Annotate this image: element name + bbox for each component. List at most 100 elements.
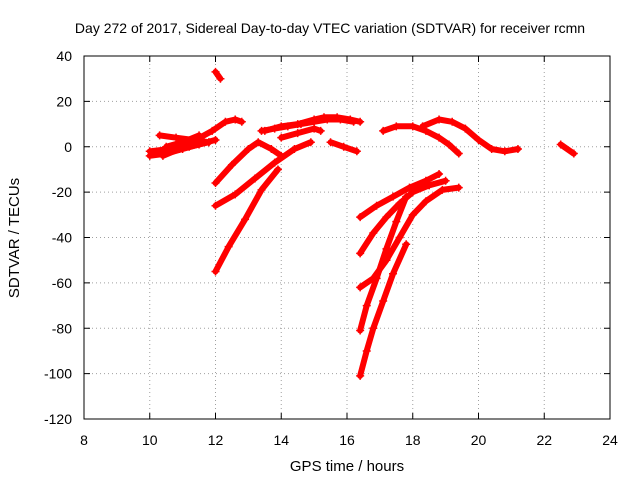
series-arc-9 — [211, 165, 282, 276]
data-point-marker — [487, 145, 496, 154]
data-point-marker — [454, 149, 463, 158]
series-band — [357, 184, 462, 291]
data-point-marker — [372, 274, 381, 283]
x-tick-label: 22 — [536, 432, 552, 448]
data-point-marker — [421, 197, 430, 206]
y-tick-label: -60 — [52, 275, 72, 291]
data-point-marker — [195, 131, 204, 140]
series-arc-12 — [277, 124, 325, 142]
data-point-marker — [270, 158, 279, 167]
data-point-marker — [277, 122, 286, 131]
data-point-marker — [474, 135, 483, 144]
x-tick-label: 14 — [273, 432, 289, 448]
series-arc-11 — [260, 113, 365, 135]
data-point-marker — [250, 174, 259, 183]
data-point-marker — [293, 129, 302, 138]
data-point-marker — [221, 117, 230, 126]
series-band — [278, 125, 324, 141]
data-point-marker — [352, 147, 361, 156]
data-point-marker — [382, 213, 391, 222]
x-tick-label: 8 — [80, 432, 88, 448]
data-point-marker — [425, 181, 434, 190]
series-band — [212, 68, 224, 82]
data-point-marker — [421, 126, 430, 135]
y-axis-label: SDTVAR / TECUs — [6, 178, 23, 298]
y-tick-label: -100 — [44, 366, 72, 382]
data-point-marker — [382, 244, 391, 253]
data-point-marker — [211, 67, 220, 76]
data-point-marker — [389, 192, 398, 201]
data-point-marker — [356, 371, 365, 380]
data-point-marker — [438, 185, 447, 194]
data-point-marker — [441, 176, 450, 185]
data-point-marker — [216, 74, 225, 83]
data-point-marker — [435, 133, 444, 142]
series-arc-5 — [162, 131, 204, 151]
data-point-marker — [277, 133, 286, 142]
data-point-marker — [310, 115, 319, 124]
data-point-marker — [155, 131, 164, 140]
data-point-marker — [356, 249, 365, 258]
data-point-marker — [306, 138, 315, 147]
series-arc-8 — [211, 138, 315, 210]
series-arc-16 — [556, 140, 578, 158]
y-tick-labels: -120 -100 -80 -60 -40 -20 0 20 40 — [44, 48, 72, 427]
data-point-marker — [362, 301, 371, 310]
x-tick-labels: 8 10 12 14 16 18 20 22 24 — [80, 432, 618, 448]
series-arc-13 — [326, 138, 361, 156]
data-point-marker — [326, 138, 335, 147]
data-point-marker — [290, 145, 299, 154]
data-point-marker — [158, 151, 167, 160]
data-point-marker — [356, 283, 365, 292]
data-point-marker — [379, 297, 388, 306]
data-point-marker — [211, 179, 220, 188]
data-point-marker — [237, 117, 246, 126]
data-point-marker — [454, 183, 463, 192]
data-point-marker — [333, 113, 342, 122]
data-point-marker — [356, 213, 365, 222]
series-arc-18 — [356, 176, 450, 258]
series-band — [357, 171, 443, 221]
data-point-marker — [389, 269, 398, 278]
series-band — [380, 123, 462, 157]
data-point-marker — [293, 120, 302, 129]
x-tick-label: 16 — [339, 432, 355, 448]
y-tick-label: 0 — [64, 139, 72, 155]
data-point-marker — [316, 126, 325, 135]
data-point-marker — [408, 210, 417, 219]
data-point-marker — [273, 165, 282, 174]
x-tick-label: 20 — [471, 432, 487, 448]
data-point-marker — [395, 233, 404, 242]
data-point-marker — [356, 326, 365, 335]
data-point-marker — [241, 215, 250, 224]
data-point-marker — [372, 201, 381, 210]
series-arc-14 — [379, 122, 463, 158]
y-tick-label: -120 — [44, 411, 72, 427]
data-point-marker — [224, 242, 233, 251]
grid-lines — [84, 56, 610, 419]
data-point-marker — [448, 117, 457, 126]
data-point-marker — [408, 188, 417, 197]
data-point-marker — [369, 324, 378, 333]
data-point-marker — [244, 145, 253, 154]
series-arc-21 — [356, 240, 411, 380]
data-point-marker — [379, 126, 388, 135]
plot-frame — [83, 55, 611, 420]
data-point-marker — [369, 228, 378, 237]
x-tick-label: 10 — [142, 432, 158, 448]
data-point-marker — [461, 124, 470, 133]
data-point-marker — [310, 124, 319, 133]
data-point-marker — [231, 115, 240, 124]
series-band — [557, 141, 577, 157]
series-band — [357, 241, 410, 379]
x-tick-label: 24 — [602, 432, 618, 448]
data-point-marker — [178, 138, 187, 147]
data-point-marker — [556, 140, 565, 149]
data-point-marker — [402, 192, 411, 201]
data-series — [145, 67, 578, 380]
data-point-marker — [211, 201, 220, 210]
data-point-marker — [211, 135, 220, 144]
data-point-marker — [392, 217, 401, 226]
